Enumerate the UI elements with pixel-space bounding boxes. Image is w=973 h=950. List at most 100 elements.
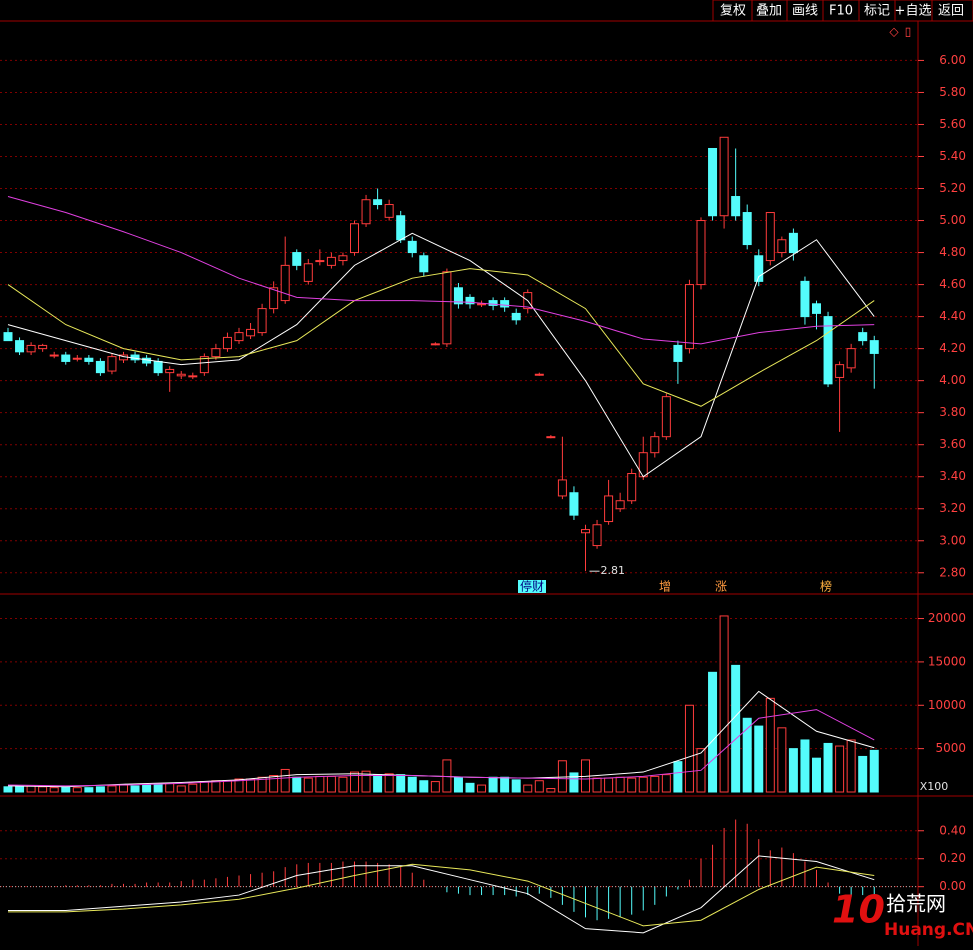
candle-body bbox=[407, 240, 417, 254]
event-marker[interactable]: 涨 bbox=[715, 579, 727, 594]
toolbar-button[interactable]: 返回 bbox=[938, 4, 964, 19]
candle-body bbox=[246, 328, 256, 337]
candle-body bbox=[719, 136, 729, 217]
moving-average-line bbox=[7, 268, 875, 407]
volume-bar bbox=[130, 785, 140, 793]
y-tick-label: 3.80 bbox=[939, 405, 966, 419]
y-tick-label: 0.20 bbox=[939, 851, 966, 865]
y-tick-label: 4.80 bbox=[939, 245, 966, 259]
volume-bar bbox=[188, 783, 198, 793]
event-markers: 停财 增 涨 榜 bbox=[518, 579, 832, 594]
candle-body bbox=[222, 336, 232, 350]
volume-bar bbox=[511, 779, 521, 793]
candle-body bbox=[731, 196, 741, 217]
y-tick-label: 2.80 bbox=[939, 565, 966, 579]
y-tick-label: 3.20 bbox=[939, 501, 966, 515]
toolbar-button[interactable]: F10 bbox=[829, 4, 853, 19]
toolbar-box bbox=[712, 0, 973, 22]
marker-box bbox=[518, 580, 546, 593]
volume-bar bbox=[153, 783, 163, 793]
volume-bar bbox=[465, 782, 475, 793]
event-marker[interactable]: 停财 bbox=[520, 579, 544, 594]
candle-body bbox=[153, 360, 163, 374]
watermark-url: Huang.CN bbox=[884, 920, 973, 940]
volume-bar bbox=[523, 784, 533, 793]
candle-body bbox=[430, 343, 440, 346]
watermark-name: 拾荒网 bbox=[886, 892, 946, 916]
toolbar-button[interactable]: 复权 bbox=[720, 3, 746, 19]
candle-body bbox=[812, 303, 821, 314]
toolbar: 复权 叠加 画线 F10 标记 +自选 返回 bbox=[712, 0, 973, 22]
volume-bar bbox=[222, 780, 232, 793]
volume-bar bbox=[165, 782, 175, 793]
candle-body bbox=[396, 215, 406, 241]
candle-body bbox=[280, 264, 290, 302]
toolbar-button[interactable]: 标记 bbox=[864, 4, 890, 19]
candle-body bbox=[777, 239, 787, 254]
candle-body bbox=[534, 373, 544, 376]
candle-body bbox=[823, 316, 833, 385]
candle-body bbox=[61, 354, 71, 362]
toolbar-button[interactable]: 画线 bbox=[792, 4, 818, 19]
candle-body bbox=[15, 340, 25, 353]
candle-body bbox=[373, 199, 383, 206]
candle-body bbox=[338, 255, 348, 262]
volume-bar bbox=[661, 774, 671, 793]
event-marker[interactable]: 榜 bbox=[820, 579, 832, 594]
volume-bar bbox=[569, 772, 579, 793]
volume-bar bbox=[442, 759, 452, 793]
toolbar-button[interactable]: +自选 bbox=[895, 4, 932, 19]
candle-body bbox=[453, 287, 463, 305]
toolbar-button[interactable]: 叠加 bbox=[756, 4, 782, 19]
candle-body bbox=[199, 356, 209, 374]
y-tick-label: 5.80 bbox=[939, 85, 966, 99]
icon[interactable]: ◇ bbox=[889, 25, 899, 39]
volume-bar bbox=[176, 785, 186, 793]
candle-body bbox=[765, 212, 775, 262]
candle-body bbox=[350, 223, 359, 254]
candle-body bbox=[384, 204, 394, 218]
watermark: 10 拾荒网 Huang.CN bbox=[832, 888, 973, 941]
volume-bar bbox=[592, 777, 602, 793]
candle-body bbox=[49, 354, 59, 357]
candle-body bbox=[303, 263, 313, 282]
volume-bar bbox=[742, 717, 752, 793]
volume-bar bbox=[812, 757, 821, 793]
volume-bar bbox=[835, 745, 845, 793]
volume-bar bbox=[731, 664, 741, 793]
candle-body bbox=[858, 332, 868, 342]
volume-bar bbox=[326, 775, 336, 793]
candle-body bbox=[511, 312, 521, 321]
volume-bar bbox=[396, 774, 406, 793]
volume-bar bbox=[627, 777, 637, 793]
volume-bar bbox=[546, 788, 556, 793]
low-label: 2.81 bbox=[601, 564, 626, 577]
volume-bar bbox=[604, 777, 614, 793]
icon[interactable]: ▯ bbox=[905, 25, 912, 39]
volume-bar bbox=[15, 786, 25, 793]
volume-bar bbox=[84, 787, 94, 793]
volume-bar bbox=[488, 776, 498, 793]
candle-body bbox=[835, 364, 845, 378]
y-tick-label: 4.60 bbox=[939, 277, 966, 291]
volume-bar bbox=[257, 776, 267, 793]
candle-body bbox=[326, 256, 336, 266]
volume-bar bbox=[800, 739, 810, 793]
event-marker[interactable]: 增 bbox=[659, 580, 671, 594]
volume-bar bbox=[269, 775, 279, 793]
candle-body bbox=[84, 357, 94, 362]
volume-bar bbox=[38, 786, 48, 793]
candle-body bbox=[188, 375, 198, 378]
volume-bar bbox=[869, 749, 879, 793]
moving-average-line bbox=[7, 196, 875, 345]
volume-bar bbox=[246, 778, 256, 793]
volume-bar bbox=[361, 770, 371, 793]
volume-bar bbox=[477, 784, 487, 793]
volume-bar bbox=[384, 773, 394, 793]
volume-bar bbox=[534, 780, 544, 793]
candle-body bbox=[38, 344, 48, 350]
candle-body bbox=[107, 356, 117, 372]
volume-bar bbox=[280, 768, 290, 793]
volume-bar bbox=[858, 755, 868, 793]
